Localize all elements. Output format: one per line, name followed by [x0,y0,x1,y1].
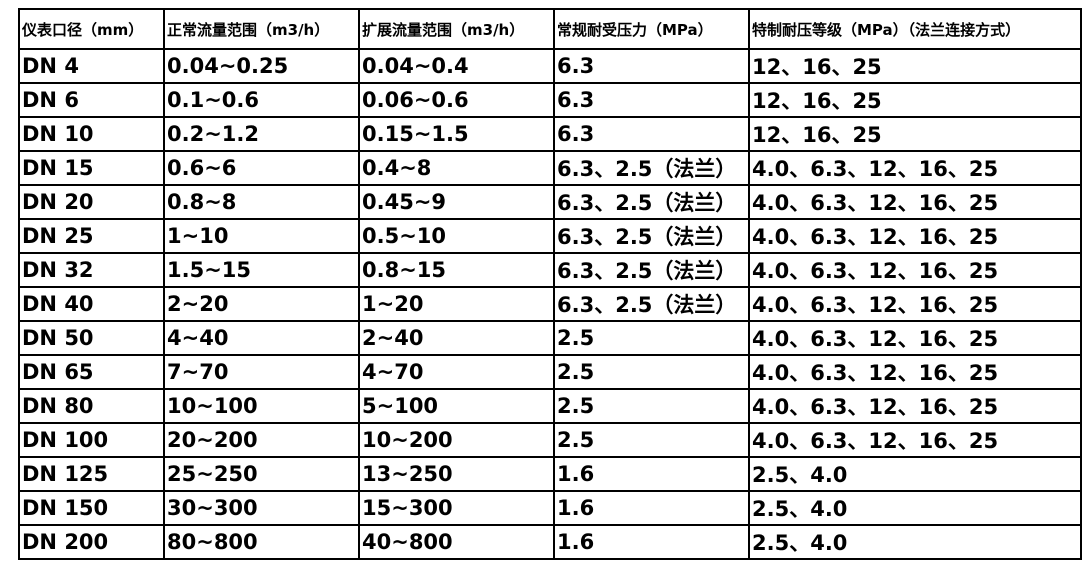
table-cell: DN 125 [18,456,165,492]
table-cell: 20~200 [163,422,360,458]
table-cell: 2.5 [553,388,750,424]
table-cell: 12、16、25 [748,116,1082,152]
table-cell: 10~100 [163,388,360,424]
table-cell: 1.6 [553,490,750,526]
table-cell: 4.0、6.3、12、16、25 [748,388,1082,424]
table-cell: 30~300 [163,490,360,526]
table-cell: 40~800 [358,524,555,560]
table-cell: DN 80 [18,388,165,424]
table-cell: 4.0、6.3、12、16、25 [748,422,1082,458]
table-cell: DN 150 [18,490,165,526]
table-cell: 0.4~8 [358,150,555,186]
table-row: DN 20 0.8~8 0.45~9 6.3、2.5（法兰） 4.0、6.3、12、16… [18,184,1082,220]
header-cell: 仪表口径（mm） [18,8,165,50]
table-cell: 0.6~6 [163,150,360,186]
table-cell: 0.8~8 [163,184,360,220]
table-cell: 4.0、6.3、12、16、25 [748,286,1082,322]
table-cell: DN 65 [18,354,165,390]
table-row: DN 4 0.04~0.25 0.04~0.4 6.3 12、16、25 [18,48,1082,84]
table-cell: 0.1~0.6 [163,82,360,118]
header-row: 仪表口径（mm） 正常流量范围（m3/h） 扩展流量范围（m3/h） 常规耐受压力（M… [18,8,1082,50]
table-cell: DN 6 [18,82,165,118]
table-row: DN 125 25~250 13~250 1.6 2.5、4.0 [18,456,1082,492]
table-cell: 15~300 [358,490,555,526]
table-cell: 80~800 [163,524,360,560]
table-cell: 12、16、25 [748,48,1082,84]
table-cell: 2.5、4.0 [748,456,1082,492]
table-cell: DN 10 [18,116,165,152]
table-cell: 6.3、2.5（法兰） [553,252,750,288]
table-row: DN 80 10~100 5~100 2.5 4.0、6.3、12、16、25 [18,388,1082,424]
table-row: DN 6 0.1~0.6 0.06~0.6 6.3 12、16、25 [18,82,1082,118]
table-cell: 6.3、2.5（法兰） [553,150,750,186]
table-cell: 0.45~9 [358,184,555,220]
table-row: DN 15 0.6~6 0.4~8 6.3、2.5（法兰） 4.0、6.3、12、16、… [18,150,1082,186]
table-cell: DN 200 [18,524,165,560]
table-cell: 4.0、6.3、12、16、25 [748,252,1082,288]
table-cell: 2~20 [163,286,360,322]
table-cell: 4.0、6.3、12、16、25 [748,184,1082,220]
header-cell: 扩展流量范围（m3/h） [358,8,555,50]
table-cell: 2.5、4.0 [748,490,1082,526]
table-cell: DN 20 [18,184,165,220]
table-cell: 2.5 [553,422,750,458]
table-cell: DN 4 [18,48,165,84]
table-cell: 4.0、6.3、12、16、25 [748,320,1082,356]
table-cell: 2.5、4.0 [748,524,1082,560]
table-cell: 6.3 [553,48,750,84]
table-row: DN 32 1.5~15 0.8~15 6.3、2.5（法兰） 4.0、6.3、12、1… [18,252,1082,288]
table-cell: DN 100 [18,422,165,458]
table-cell: 4.0、6.3、12、16、25 [748,150,1082,186]
table-cell: 10~200 [358,422,555,458]
table-row: DN 150 30~300 15~300 1.6 2.5、4.0 [18,490,1082,526]
table-cell: 6.3 [553,116,750,152]
table-cell: DN 32 [18,252,165,288]
table-body: DN 4 0.04~0.25 0.04~0.4 6.3 12、16、25 DN 6 0.1~… [18,48,1082,560]
table-cell: 4~70 [358,354,555,390]
table-cell: 25~250 [163,456,360,492]
table-cell: 0.5~10 [358,218,555,254]
table-cell: DN 15 [18,150,165,186]
table-cell: 0.04~0.25 [163,48,360,84]
table-row: DN 25 1~10 0.5~10 6.3、2.5（法兰） 4.0、6.3、12、16、… [18,218,1082,254]
table-cell: 1.6 [553,456,750,492]
table-cell: 1~10 [163,218,360,254]
table-row: DN 40 2~20 1~20 6.3、2.5（法兰） 4.0、6.3、12、16、25 [18,286,1082,322]
table-cell: DN 50 [18,320,165,356]
table-row: DN 10 0.2~1.2 0.15~1.5 6.3 12、16、25 [18,116,1082,152]
spec-table: 仪表口径（mm） 正常流量范围（m3/h） 扩展流量范围（m3/h） 常规耐受压力（M… [18,8,1082,560]
table-cell: 7~70 [163,354,360,390]
table-cell: 2~40 [358,320,555,356]
table-cell: 5~100 [358,388,555,424]
table-row: DN 50 4~40 2~40 2.5 4.0、6.3、12、16、25 [18,320,1082,356]
table-cell: 0.04~0.4 [358,48,555,84]
table-cell: 6.3 [553,82,750,118]
table-cell: 0.8~15 [358,252,555,288]
header-cell: 常规耐受压力（MPa） [553,8,750,50]
table-cell: 12、16、25 [748,82,1082,118]
table-cell: 4.0、6.3、12、16、25 [748,218,1082,254]
table-cell: DN 40 [18,286,165,322]
table-cell: 4.0、6.3、12、16、25 [748,354,1082,390]
table-cell: 0.15~1.5 [358,116,555,152]
table-row: DN 200 80~800 40~800 1.6 2.5、4.0 [18,524,1082,560]
table-cell: 1.6 [553,524,750,560]
table-cell: 6.3、2.5（法兰） [553,218,750,254]
table-cell: 1~20 [358,286,555,322]
table-cell: 13~250 [358,456,555,492]
table-cell: DN 25 [18,218,165,254]
table-cell: 2.5 [553,320,750,356]
table-cell: 6.3、2.5（法兰） [553,286,750,322]
header-cell: 正常流量范围（m3/h） [163,8,360,50]
table-cell: 2.5 [553,354,750,390]
table-cell: 0.2~1.2 [163,116,360,152]
table-cell: 4~40 [163,320,360,356]
table-row: DN 100 20~200 10~200 2.5 4.0、6.3、12、16、25 [18,422,1082,458]
table-cell: 0.06~0.6 [358,82,555,118]
header-cell: 特制耐压等级（MPa）（法兰连接方式） [748,8,1082,50]
table-cell: 1.5~15 [163,252,360,288]
table-cell: 6.3、2.5（法兰） [553,184,750,220]
table-row: DN 65 7~70 4~70 2.5 4.0、6.3、12、16、25 [18,354,1082,390]
